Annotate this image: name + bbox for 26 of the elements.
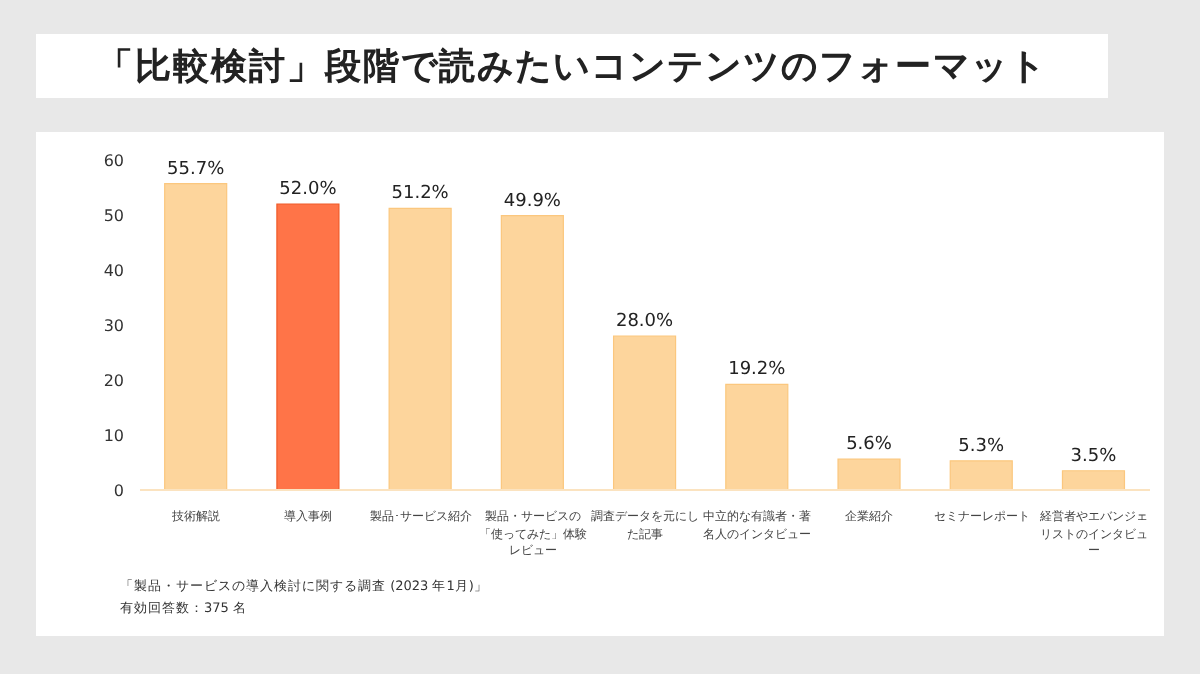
bar — [388, 207, 452, 490]
bar — [276, 203, 340, 490]
y-tick-label: 20 — [103, 371, 124, 390]
chart-title: 「比較検討」段階で読みたいコンテンツのフォーマット — [36, 34, 1108, 98]
data-label: 52.0% — [279, 180, 338, 200]
data-label: 5.6% — [846, 435, 893, 456]
y-tick-label: 0 — [113, 481, 124, 500]
data-label: 5.3% — [958, 436, 1005, 457]
bar — [1061, 470, 1126, 490]
data-label: 28.0% — [615, 312, 675, 332]
data-label: 3.5% — [1070, 446, 1118, 467]
data-label: 49.9% — [503, 191, 562, 212]
bar — [725, 383, 789, 490]
y-tick-label: 50 — [103, 206, 124, 225]
bar — [164, 183, 228, 490]
bar — [949, 460, 1013, 490]
y-tick-label: 30 — [103, 316, 124, 335]
y-tick-label: 10 — [103, 426, 124, 445]
data-label: 51.2% — [391, 184, 450, 205]
data-label: 55.7% — [167, 159, 226, 180]
bar — [612, 335, 677, 490]
data-label: 19.2% — [728, 360, 787, 381]
y-tick-label: 60 — [103, 151, 124, 170]
bar — [837, 458, 901, 490]
y-tick-label: 40 — [103, 261, 124, 280]
bar — [500, 214, 564, 490]
